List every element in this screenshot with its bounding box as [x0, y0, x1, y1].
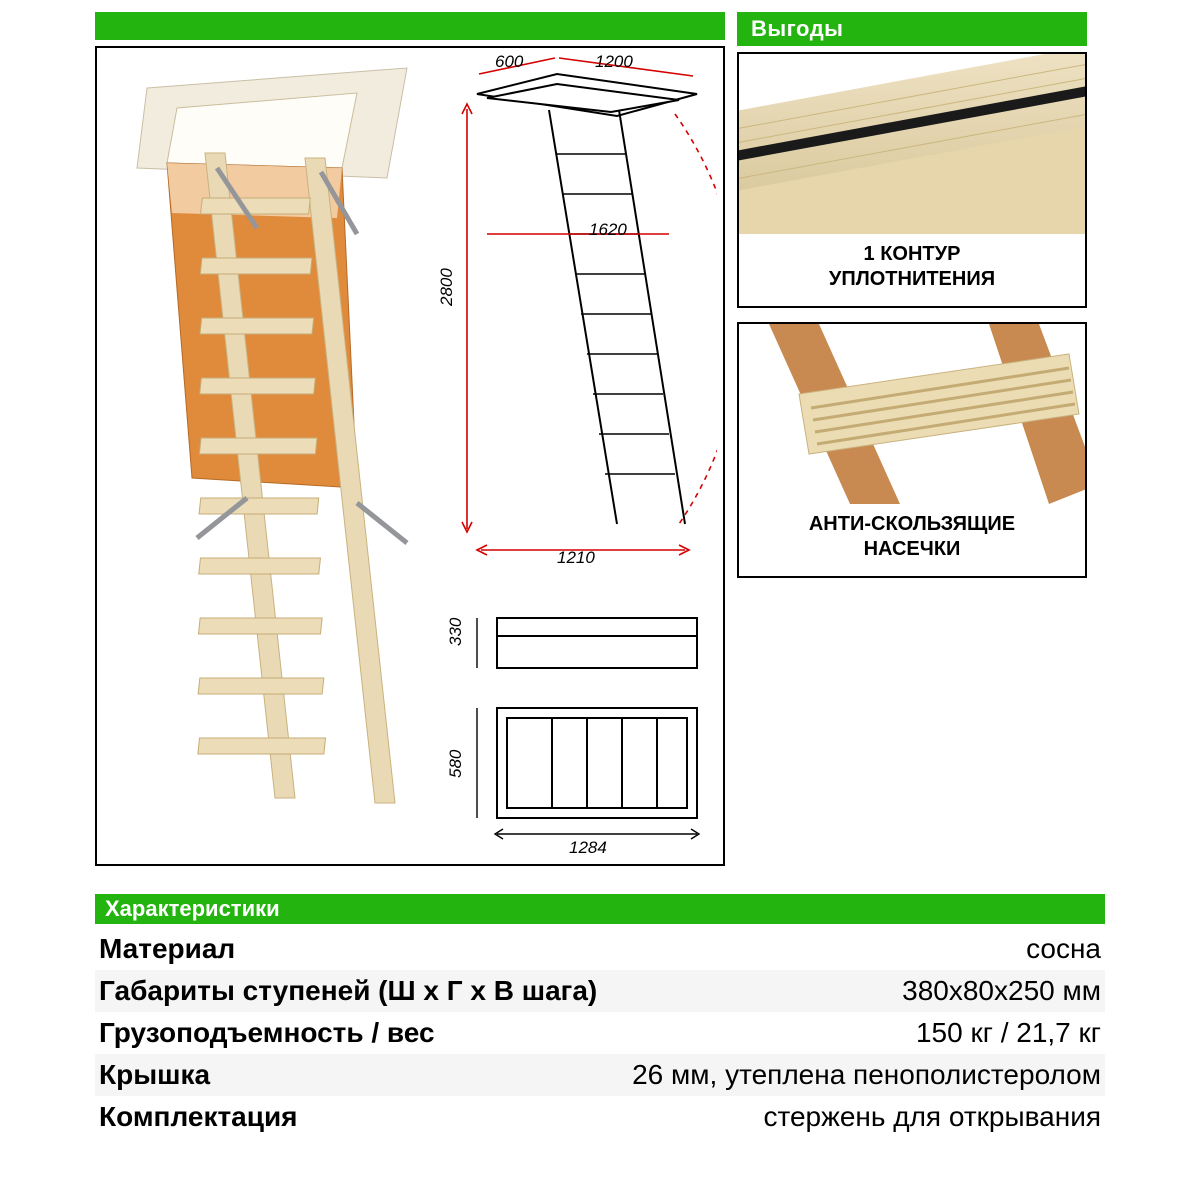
dim-folded-width: 580 [446, 750, 466, 778]
ladder-photo-illustration [107, 58, 427, 818]
spec-value: стержень для открывания [615, 1096, 1105, 1138]
specs-table: МатериалсоснаГабариты ступеней (Ш х Г х … [95, 928, 1105, 1138]
product-images-column: 600 1200 1620 2800 1210 [95, 12, 725, 866]
spec-key: Материал [95, 928, 615, 970]
folded-views-drawing [457, 608, 717, 848]
spec-value: сосна [615, 928, 1105, 970]
benefit-seal-image [739, 54, 1085, 234]
spec-row: Габариты ступеней (Ш х Г х В шага)380x80… [95, 970, 1105, 1012]
dim-swing-radius: 1620 [589, 220, 627, 240]
specs-section: Характеристики МатериалсоснаГабариты сту… [95, 894, 1105, 1138]
spec-row: Грузоподъемность / вес150 кг / 21,7 кг [95, 1012, 1105, 1054]
spec-key: Комплектация [95, 1096, 615, 1138]
benefit-seal-label: 1 КОНТУР УПЛОТНИТЕНИЯ [739, 234, 1085, 306]
spec-row: Крышка26 мм, утеплена пенополистеролом [95, 1054, 1105, 1096]
product-diagram-box: 600 1200 1620 2800 1210 [95, 46, 725, 866]
spec-row: Материалсосна [95, 928, 1105, 970]
dim-floor-reach: 1210 [557, 548, 595, 568]
benefit-antislip-image [739, 324, 1085, 504]
specs-header: Характеристики [95, 894, 1105, 924]
benefit-antislip-label: АНТИ-СКОЛЬЗЯЩИЕ НАСЕЧКИ [739, 504, 1085, 576]
benefit-box-seal: 1 КОНТУР УПЛОТНИТЕНИЯ [737, 52, 1087, 308]
left-header-bar [95, 12, 725, 40]
dim-hatch-width: 600 [495, 52, 523, 72]
spec-key: Габариты ступеней (Ш х Г х В шага) [95, 970, 615, 1012]
spec-value: 26 мм, утеплена пенополистеролом [615, 1054, 1105, 1096]
spec-row: Комплектациястержень для открывания [95, 1096, 1105, 1138]
spec-value: 380x80x250 мм [615, 970, 1105, 1012]
benefit-box-antislip: АНТИ-СКОЛЬЗЯЩИЕ НАСЕЧКИ [737, 322, 1087, 578]
spec-key: Грузоподъемность / вес [95, 1012, 615, 1054]
benefits-header: Выгоды [737, 12, 1087, 46]
spec-key: Крышка [95, 1054, 615, 1096]
benefits-column: Выгоды [737, 12, 1087, 578]
dim-folded-height: 330 [446, 618, 466, 646]
ladder-dimension-drawing [427, 54, 717, 574]
dim-ceiling-height: 2800 [437, 268, 457, 306]
spec-value: 150 кг / 21,7 кг [615, 1012, 1105, 1054]
dim-folded-length: 1284 [569, 838, 607, 858]
dim-hatch-length: 1200 [595, 52, 633, 72]
